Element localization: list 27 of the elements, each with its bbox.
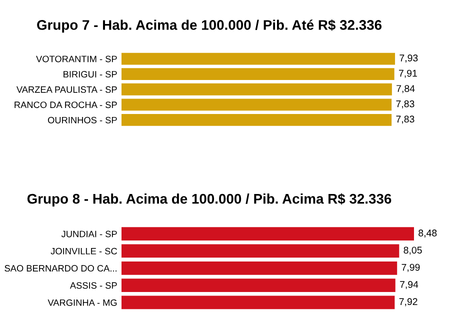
chart-title: Grupo 7 - Hab. Acima de 100.000 / Pib. Até R$ 32.336 <box>37 19 382 33</box>
y-tick-label: BIRIGUI - SP <box>64 71 117 78</box>
y-tick-label: VOTORANTIM - SP <box>36 56 117 62</box>
chart-title: Grupo 8 - Hab. Acima de 100.000 / Pib. Acima R$ 32.336 <box>27 193 392 206</box>
data-label: 7,83 <box>396 100 414 108</box>
data-label: 8,48 <box>418 230 437 238</box>
bar <box>122 278 396 292</box>
data-label: 7,91 <box>399 70 417 78</box>
bar <box>122 244 400 258</box>
y-tick-label: ASSIS - SP <box>70 282 117 289</box>
y-tick-label: SAO BERNARDO DO CA... <box>4 265 116 272</box>
data-label: 7,83 <box>396 116 414 124</box>
bar <box>122 296 395 310</box>
data-label: 7,84 <box>396 85 415 94</box>
data-label: 8,05 <box>404 246 422 255</box>
data-label: 7,93 <box>400 54 418 63</box>
data-label: 7,92 <box>399 298 418 306</box>
y-tick-label: OURINHOS - SP <box>48 116 117 124</box>
y-tick-label: VARGINHA - MG <box>48 299 117 306</box>
bar <box>122 261 398 275</box>
y-tick-label: JUNDIAI - SP <box>61 230 117 238</box>
y-tick-label: JOINVILLE - SC <box>50 248 117 254</box>
bar <box>122 227 414 241</box>
y-tick-label: VARZEA PAULISTA - SP <box>16 86 117 93</box>
data-label: 7,94 <box>400 281 418 290</box>
data-label: 7,99 <box>402 264 420 272</box>
y-tick-label: RANCO DA ROCHA - SP <box>14 102 117 108</box>
